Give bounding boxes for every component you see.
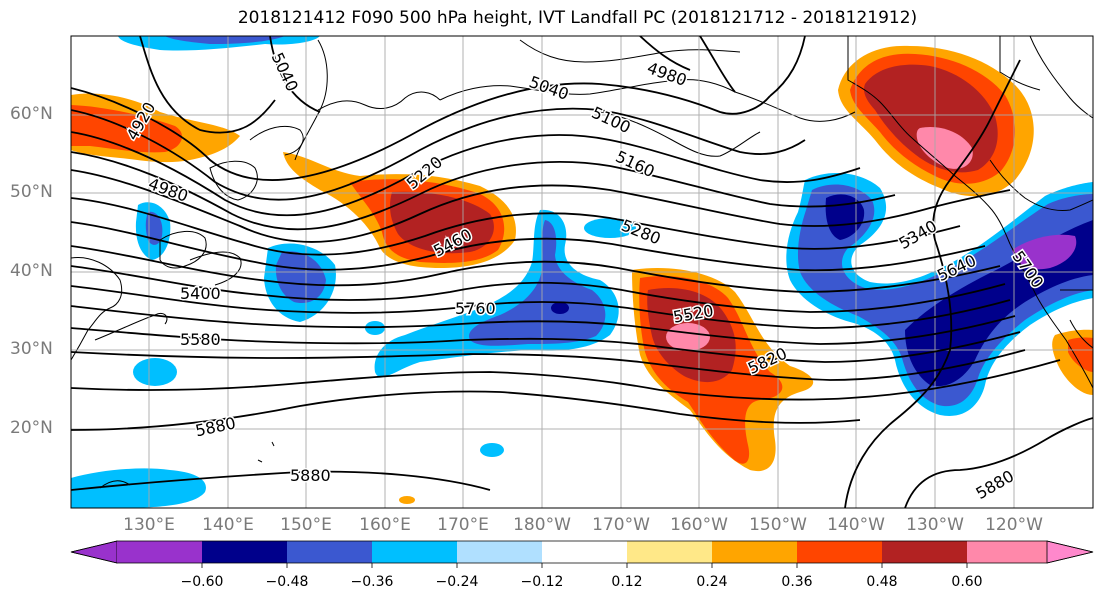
colorbar-tick-label: 0.48 (866, 574, 898, 590)
contour-label: 5580 (180, 330, 221, 349)
colorbar-tick-label: 0.60 (951, 574, 983, 590)
lon-label: 140°E (202, 515, 254, 535)
ivt-positive-region (666, 323, 710, 351)
colorbar-segment (882, 541, 967, 563)
lat-label: 40°N (10, 261, 53, 281)
ivt-negative-region (584, 218, 636, 238)
lon-label: 160°E (359, 515, 411, 535)
ivt-positive-region (916, 126, 973, 169)
lon-label: 120°W (985, 515, 1043, 535)
ivt-negative-region (165, 36, 285, 44)
colorbar-segment (202, 541, 287, 563)
lon-label: 150°W (749, 515, 807, 535)
colorbar-tick-label: −0.36 (350, 574, 394, 590)
colorbar-segment (967, 541, 1047, 563)
ivt-negative-region (551, 302, 569, 314)
ivt-negative-region (71, 468, 206, 508)
lon-label: 180°W (513, 515, 571, 535)
ivt-negative-region (133, 358, 177, 386)
colorbar-segment (372, 541, 457, 563)
colorbar-segment (712, 541, 797, 563)
lon-label: 130°E (123, 515, 175, 535)
ivt-negative-region (480, 443, 504, 457)
ivt-negative-region (1012, 234, 1077, 270)
ivt-positive-region (1068, 337, 1093, 372)
colorbar-tick-label: −0.48 (265, 574, 309, 590)
colorbar-segment (457, 541, 542, 563)
colorbar-segment (542, 541, 627, 563)
lat-label: 50°N (10, 182, 53, 202)
contour-label: 5400 (180, 284, 221, 303)
colorbar-tick-label: 0.24 (696, 574, 728, 590)
height-contours (71, 36, 1093, 508)
colorbar-tick-label: −0.24 (435, 574, 479, 590)
contour-label: 5880 (290, 466, 331, 485)
ivt-negative-region (797, 184, 1093, 407)
contour-label: 5760 (455, 299, 496, 318)
colorbar-tick-label: −0.60 (180, 574, 224, 590)
ivt-positive-region (399, 496, 415, 504)
colorbar-segment (117, 541, 202, 563)
colorbar-segment (1046, 540, 1094, 564)
ivt-negative-region (145, 211, 163, 245)
colorbar-tick-label: 0.12 (611, 574, 643, 590)
colorbar-segment (797, 541, 882, 563)
colorbar-segment (70, 540, 118, 564)
lat-label: 30°N (10, 339, 53, 359)
ivt-negative-region (275, 251, 326, 304)
lon-label: 170°E (437, 515, 489, 535)
colorbar-segment (287, 541, 372, 563)
lat-label: 60°N (10, 104, 53, 124)
ivt-positive-region (390, 191, 494, 254)
map-frame (70, 35, 1094, 509)
map-title: 2018121412 F090 500 hPa height, IVT Land… (237, 8, 918, 28)
colorbar-tick-label: 0.36 (781, 574, 813, 590)
lon-label: 170°W (592, 515, 650, 535)
lon-label: 150°E (280, 515, 332, 535)
colorbar-segment (627, 541, 712, 563)
colorbar (70, 540, 1094, 568)
lon-label: 140°W (827, 515, 885, 535)
lon-label: 160°W (670, 515, 728, 535)
lon-label: 130°W (906, 515, 964, 535)
ivt-negative-region (469, 220, 606, 346)
graticule (71, 36, 1093, 508)
lat-label: 20°N (10, 418, 53, 438)
colorbar-tick-label: −0.12 (520, 574, 564, 590)
